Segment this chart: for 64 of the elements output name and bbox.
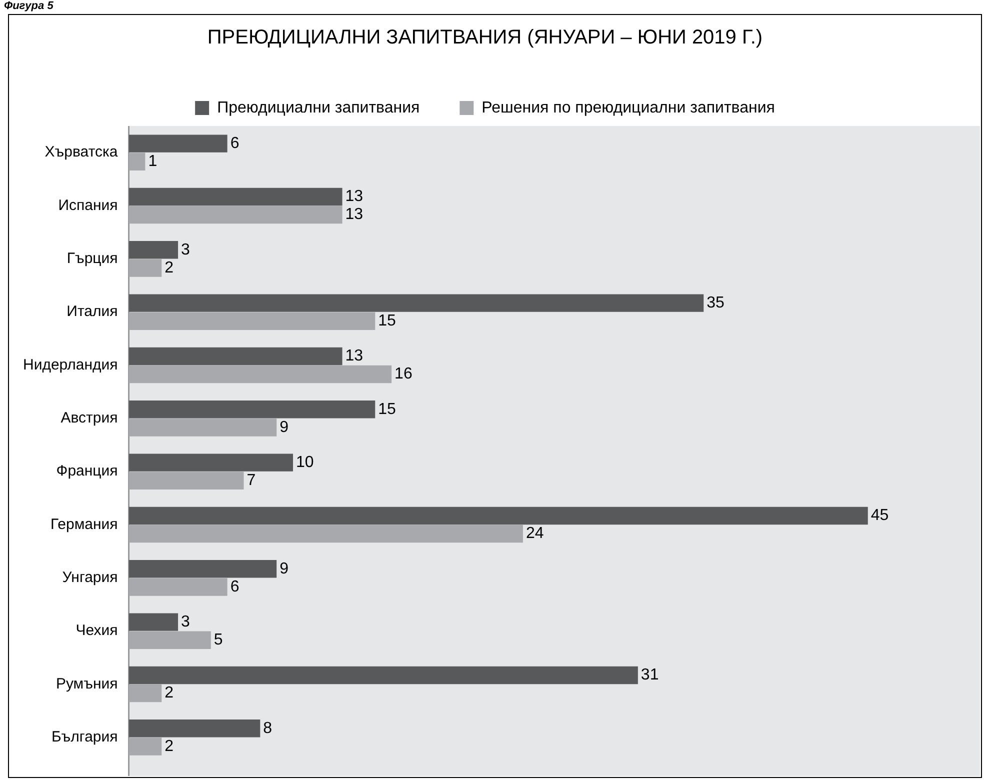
bar [128, 259, 162, 277]
bar [128, 454, 294, 472]
y-tick-label: Нидерландия [22, 356, 118, 374]
bar [128, 560, 277, 578]
data-label: 6 [230, 578, 240, 596]
y-tick-label: Хърватска [44, 144, 118, 161]
data-label: 1 [148, 153, 158, 170]
chart-title: ПРЕЮДИЦИАЛНИ ЗАПИТВАНИЯ (ЯНУАРИ – ЮНИ 2019 Г.) [207, 26, 763, 49]
bar [128, 152, 146, 170]
data-label: 16 [394, 366, 412, 383]
data-label: 15 [378, 400, 396, 418]
data-label: 13 [345, 206, 364, 224]
text: Фигура 5 [4, 0, 54, 13]
bar [128, 684, 162, 702]
y-tick-label: Испания [58, 196, 118, 214]
data-label: 7 [246, 472, 256, 490]
y-tick-label: Румъния [56, 675, 118, 692]
y-tick-label: Австрия [60, 410, 118, 427]
y-tick-label: Германия [50, 516, 118, 533]
data-label: 2 [164, 259, 174, 276]
data-label: 6 [230, 134, 240, 152]
data-label: 2 [164, 738, 174, 755]
data-label: 10 [296, 454, 314, 471]
data-label: 13 [345, 348, 364, 365]
data-label: 3 [181, 613, 190, 630]
bar [128, 241, 178, 259]
bar [128, 578, 228, 596]
data-label: 9 [280, 418, 289, 436]
data-label: 9 [280, 560, 289, 578]
legend-label: Преюдициални запитвания [217, 99, 420, 116]
data-label: 31 [640, 666, 659, 684]
data-label: 8 [263, 720, 272, 737]
bar [128, 472, 244, 490]
data-label: 5 [214, 632, 223, 649]
bar [128, 312, 376, 330]
bar [128, 613, 178, 631]
bar [128, 365, 392, 384]
y-tick-label: Италия [66, 303, 118, 320]
bar [128, 524, 523, 543]
bar [128, 400, 376, 418]
data-label: 3 [181, 241, 190, 258]
bar [128, 631, 211, 649]
y-tick-label: България [51, 728, 118, 746]
bar [128, 720, 260, 738]
bar [128, 188, 342, 206]
bar [128, 134, 228, 152]
data-label: 45 [870, 507, 889, 524]
bar [128, 294, 704, 312]
data-label: 13 [345, 188, 364, 206]
data-label: 2 [164, 684, 174, 702]
bar [128, 738, 162, 756]
bar [128, 206, 342, 224]
bar [128, 418, 277, 436]
data-label: 24 [526, 525, 544, 542]
data-label: 35 [706, 294, 725, 312]
y-tick-label: Гърция [66, 250, 118, 268]
y-tick-label: Франция [56, 462, 118, 480]
bar [128, 666, 638, 684]
data-label: 15 [378, 312, 396, 330]
y-tick-label: Унгария [62, 569, 118, 586]
bar [128, 347, 342, 366]
y-tick-label: Чехия [76, 622, 118, 640]
bar [128, 506, 868, 525]
legend-label: Решения по преюдициални запитвания [482, 99, 775, 116]
